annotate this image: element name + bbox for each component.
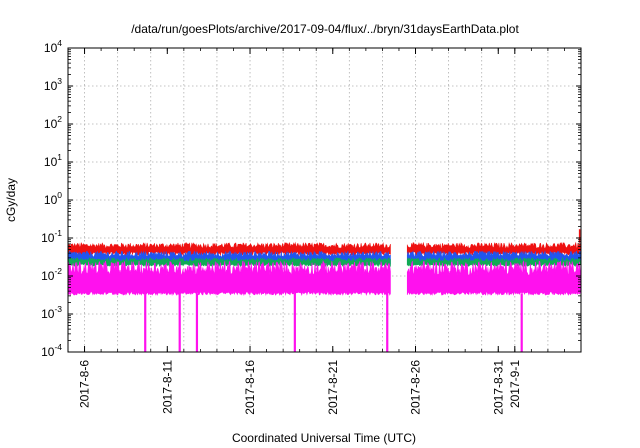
y-tick-label: 10-3 — [41, 304, 62, 321]
x-tick-label: 2017-9-1 — [508, 360, 522, 408]
x-tick-label: 2017-8-31 — [491, 360, 505, 415]
grid — [68, 48, 581, 352]
y-tick-label: 104 — [44, 38, 62, 55]
series-layer — [67, 229, 582, 352]
y-tick-label: 10-2 — [41, 266, 62, 283]
y-tick-label: 10-1 — [41, 228, 62, 245]
x-tick-label: 2017-8-16 — [243, 360, 257, 415]
series-3-band-0 — [67, 259, 391, 296]
y-tick-label: 10-4 — [41, 342, 62, 359]
y-tick-label: 100 — [44, 190, 62, 207]
y-tick-label: 102 — [44, 114, 62, 131]
x-tick-label: 2017-8-21 — [326, 360, 340, 415]
y-tick-labels: 10-4 10-3 10-2 10-1 100 101 102 103 104 — [41, 38, 62, 359]
tick-marks — [68, 47, 581, 353]
x-axis-label: Coordinated Universal Time (UTC) — [232, 431, 416, 445]
chart-title: /data/run/goesPlots/archive/2017-09-04/f… — [131, 22, 519, 36]
x-tick-label: 2017-8-26 — [409, 360, 423, 415]
series-3-band-1 — [406, 260, 582, 296]
x-tick-label: 2017-8-11 — [160, 360, 174, 414]
x-tick-label: 2017-8-6 — [78, 360, 92, 408]
y-tick-label: 103 — [44, 76, 62, 93]
y-tick-label: 101 — [44, 152, 62, 169]
x-tick-labels: 2017-8-6 2017-8-11 2017-8-16 2017-8-21 2017-… — [78, 360, 522, 415]
y-axis-label: cGy/day — [4, 178, 18, 222]
